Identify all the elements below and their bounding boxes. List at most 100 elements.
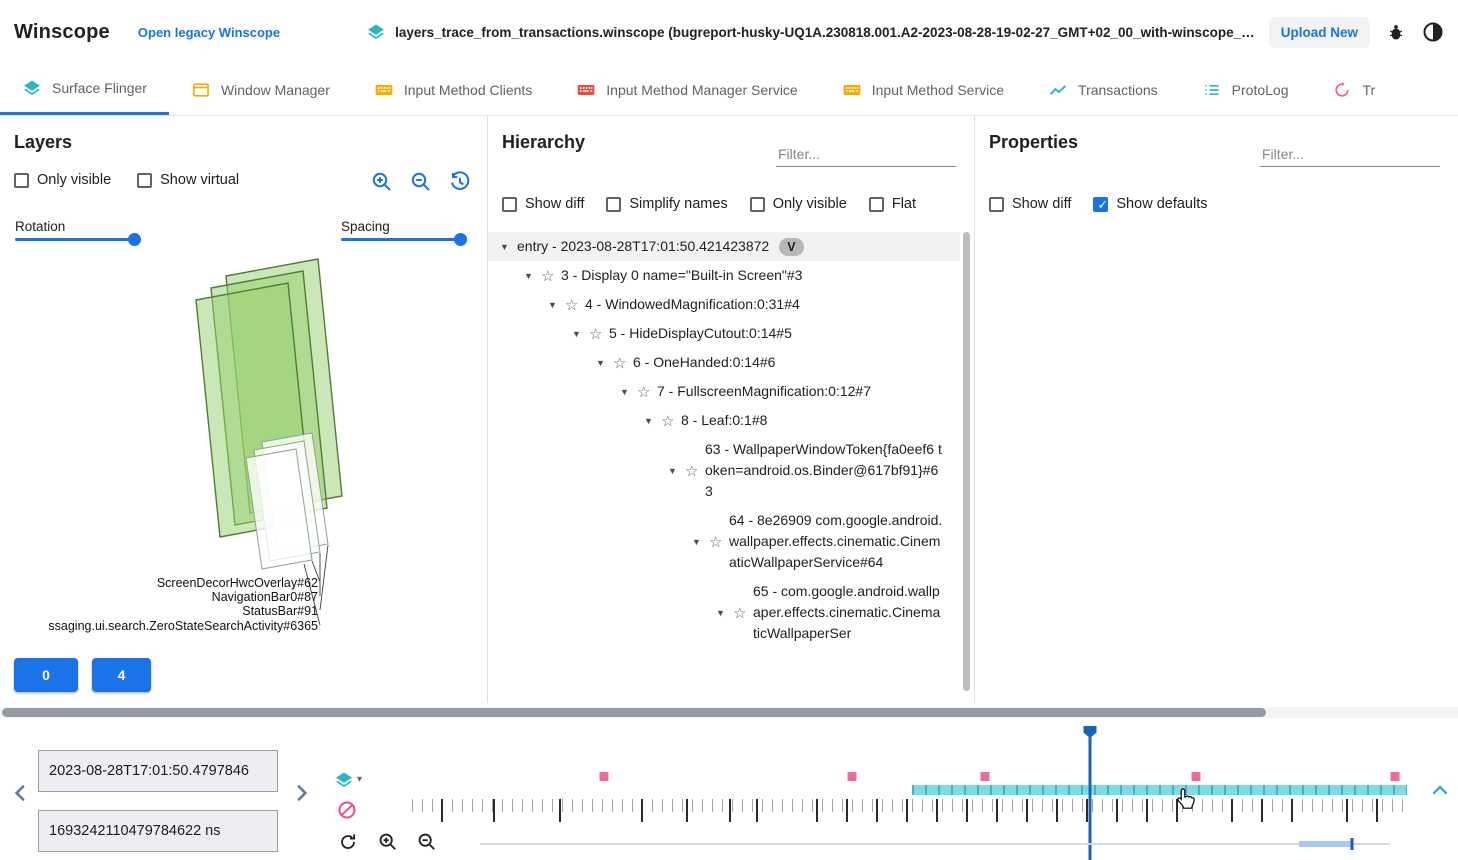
tab-protolog[interactable]: ProtoLog <box>1180 64 1311 115</box>
upload-new-button[interactable]: Upload New <box>1268 16 1370 48</box>
topbar-actions: Upload New <box>1268 16 1444 48</box>
horizontal-scrollbar-thumb[interactable] <box>2 708 1266 717</box>
star-icon[interactable]: ☆ <box>685 462 699 480</box>
minimap-handle[interactable] <box>1350 838 1354 850</box>
spacing-slider[interactable] <box>341 232 467 247</box>
tree-node-label: 4 - WindowedMagnification:0:31#4 <box>585 296 800 312</box>
zoom-out-icon[interactable] <box>417 832 439 854</box>
timeline-minimap[interactable] <box>480 836 1390 852</box>
minimap-highlight[interactable] <box>1299 841 1352 847</box>
tree-row[interactable]: ▼ ☆ 8 - Leaf:0:1#8 <box>488 406 960 435</box>
show-diff-checkbox[interactable]: Show diff <box>502 196 584 212</box>
tab-transitions[interactable]: Tr <box>1310 64 1397 115</box>
bug-report-icon[interactable] <box>1386 22 1406 42</box>
tree-row[interactable]: ▼ ☆ 63 - WallpaperWindowToken{fa0eef6 to… <box>488 435 960 506</box>
blocked-trace-icon[interactable] <box>337 800 357 820</box>
star-icon[interactable]: ☆ <box>661 412 675 430</box>
expand-chevron-icon[interactable]: ▼ <box>692 536 701 547</box>
zoom-in-icon[interactable] <box>378 832 400 854</box>
slider-thumb[interactable] <box>128 233 141 246</box>
star-icon[interactable]: ☆ <box>709 533 723 551</box>
checkbox-box[interactable] <box>1093 196 1109 213</box>
transaction-event-marker[interactable] <box>1191 772 1201 781</box>
transaction-event-marker[interactable] <box>1390 772 1400 781</box>
star-icon[interactable]: ☆ <box>637 383 651 401</box>
zoom-out-icon[interactable] <box>410 171 432 193</box>
trace-file-name: layers_trace_from_transactions.winscope … <box>395 24 1259 40</box>
expand-chevron-icon[interactable]: ▼ <box>524 270 533 281</box>
slider-thumb[interactable] <box>454 233 467 246</box>
layers-3d-view[interactable]: ScreenDecorHwcOverlay#62 NavigationBar0#… <box>0 246 488 686</box>
restore-zoom-icon[interactable] <box>449 171 471 193</box>
expand-chevron-icon[interactable]: ▼ <box>500 241 509 252</box>
hierarchy-filter-input[interactable] <box>776 142 956 167</box>
trace-file-chip: layers_trace_from_transactions.winscope … <box>366 22 1259 42</box>
star-icon[interactable]: ☆ <box>613 354 627 372</box>
rotation-slider[interactable] <box>15 232 141 247</box>
next-entry-button[interactable] <box>288 780 314 806</box>
tree-row[interactable]: ▼ entry - 2023-08-28T17:01:50.421423872 … <box>488 232 960 261</box>
timeline-major-tick <box>1376 799 1378 822</box>
transaction-event-marker[interactable] <box>847 772 857 781</box>
sf-trace-segment[interactable] <box>912 785 1407 795</box>
tab-transactions[interactable]: Transactions <box>1026 64 1180 115</box>
tab-input-method-manager-service[interactable]: Input Method Manager Service <box>554 64 819 115</box>
tree-row[interactable]: ▼ ☆ 6 - OneHanded:0:14#6 <box>488 348 960 377</box>
zoom-in-icon[interactable] <box>371 171 393 193</box>
flat-checkbox[interactable]: Flat <box>868 196 916 212</box>
expand-chevron-icon[interactable]: ▼ <box>548 299 557 310</box>
expand-chevron-icon[interactable]: ▼ <box>668 465 677 476</box>
layers-trace-icon[interactable] <box>334 770 354 790</box>
transaction-event-marker[interactable] <box>980 772 990 781</box>
star-icon[interactable]: ☆ <box>565 296 579 314</box>
chevron-down-icon[interactable]: ▾ <box>357 774 363 785</box>
properties-filter-input[interactable] <box>1260 142 1440 167</box>
show-diff-checkbox[interactable]: Show diff <box>989 196 1071 212</box>
timeline-cursor[interactable] <box>1088 728 1092 860</box>
tree-row[interactable]: ▼ ☆ 65 - com.google.android.wallpaper.ef… <box>488 577 960 648</box>
only-visible-checkbox[interactable]: Only visible <box>749 196 847 212</box>
transaction-event-marker[interactable] <box>599 772 609 781</box>
tab-surface-flinger[interactable]: Surface Flinger <box>0 64 169 115</box>
checkbox-box[interactable] <box>749 196 765 212</box>
tab-window-manager[interactable]: Window Manager <box>169 64 352 115</box>
only-visible-checkbox[interactable]: Only visible <box>14 172 111 188</box>
tree-row[interactable]: ▼ ☆ 3 - Display 0 name="Built-in Screen"… <box>488 261 960 290</box>
star-icon[interactable]: ☆ <box>541 267 555 285</box>
tree-row[interactable]: ▼ ☆ 7 - FullscreenMagnification:0:12#7 <box>488 377 960 406</box>
tab-input-method-service[interactable]: Input Method Service <box>820 64 1026 115</box>
timestamp-ns-field[interactable]: 1693242110479784622 ns <box>38 810 278 852</box>
collapse-timeline-icon[interactable] <box>1428 778 1452 802</box>
dark-mode-icon[interactable] <box>1422 21 1444 43</box>
expand-chevron-icon[interactable]: ▼ <box>716 607 725 618</box>
timeline-major-tick <box>493 799 495 822</box>
checkbox-box[interactable] <box>989 196 1004 212</box>
expand-chevron-icon[interactable]: ▼ <box>644 415 653 426</box>
timeline-ruler[interactable] <box>412 728 1412 860</box>
tab-input-method-clients[interactable]: Input Method Clients <box>352 64 554 115</box>
tree-row[interactable]: ▼ ☆ 4 - WindowedMagnification:0:31#4 <box>488 290 960 319</box>
refresh-icon[interactable] <box>338 832 360 854</box>
open-legacy-winscope-link[interactable]: Open legacy Winscope <box>137 24 281 40</box>
tree-row[interactable]: ▼ ☆ 64 - 8e26909 com.google.android.wall… <box>488 506 960 577</box>
expand-chevron-icon[interactable]: ▼ <box>572 328 581 339</box>
checkbox-box[interactable] <box>606 196 622 212</box>
checkbox-box[interactable] <box>137 172 153 188</box>
star-icon[interactable]: ☆ <box>589 325 603 343</box>
simplify-names-checkbox[interactable]: Simplify names <box>606 196 728 212</box>
display-group-button-0[interactable]: 0 <box>14 658 78 692</box>
tree-row[interactable]: ▼ ☆ 5 - HideDisplayCutout:0:14#5 <box>488 319 960 348</box>
expand-chevron-icon[interactable]: ▼ <box>620 386 629 397</box>
timestamp-human-field[interactable]: 2023-08-28T17:01:50.4797846 <box>38 750 278 792</box>
previous-entry-button[interactable] <box>8 780 34 806</box>
expand-chevron-icon[interactable]: ▼ <box>596 357 605 368</box>
show-defaults-checkbox[interactable]: Show defaults <box>1093 196 1207 213</box>
show-virtual-checkbox[interactable]: Show virtual <box>137 172 239 188</box>
layer-rect-3d[interactable] <box>245 448 313 570</box>
checkbox-box[interactable] <box>14 172 29 188</box>
checkbox-box[interactable] <box>502 196 517 212</box>
display-group-button-4[interactable]: 4 <box>92 658 151 692</box>
star-icon[interactable]: ☆ <box>733 604 747 622</box>
hierarchy-scrollbar[interactable] <box>963 232 970 691</box>
checkbox-box[interactable] <box>868 196 884 212</box>
